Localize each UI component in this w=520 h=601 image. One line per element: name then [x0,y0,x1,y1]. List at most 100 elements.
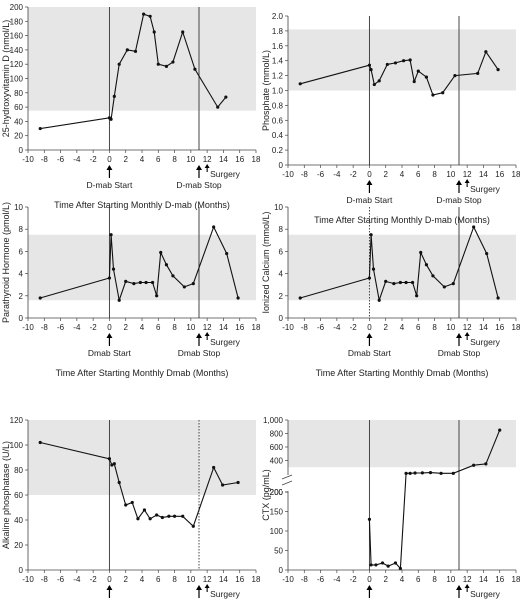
y-tick-label: 150 [270,508,284,517]
annotation-arrowhead [464,332,470,336]
chart-panel-3: -10 -8 -6 -4 -2 0 2 4 6 8 10 12 14 16 18 0 2 4 6 8 10 Dmab St… [1,202,261,378]
data-point [212,465,216,470]
data-point [412,79,416,84]
x-tick-label: -4 [73,323,81,332]
data-point [171,274,175,278]
annotation-label: Surgery [470,589,501,599]
y-axis-label: CTX (pg/mL) [261,469,271,521]
data-point [408,58,412,62]
y-tick-label: 100 [270,527,284,536]
annotation-label: Surgery [470,184,501,194]
data-point [384,279,388,283]
event-arrowhead [196,333,202,338]
event-arrowhead [106,333,113,338]
y-tick-label: 800 [270,430,284,439]
data-point [402,59,406,63]
data-point [193,67,197,71]
data-point [410,280,415,285]
x-tick-label: 4 [140,155,145,164]
y-tick-label: 10 [274,203,283,212]
data-point [298,82,302,86]
x-tick-label: 4 [140,575,145,584]
x-tick-label: -2 [90,155,98,164]
data-point [484,462,488,466]
x-tick-label: 8 [432,170,437,179]
data-point [408,471,412,475]
y-tick-label: 0.6 [272,116,284,125]
data-point [380,561,385,565]
annotation-label: Surgery [470,337,501,347]
y-tick-label: 120 [10,60,24,69]
x-tick-label: 4 [400,575,405,584]
x-tick-label: -2 [90,323,98,332]
x-tick-label: 4 [140,323,145,332]
data-point [496,296,500,300]
y-tick-label: 100 [10,441,24,450]
x-tick-label: -8 [41,323,49,332]
data-point [476,71,480,75]
data-point [439,471,443,475]
chart-panel-4: -10 -8 -6 -4 -2 0 2 4 6 8 10 12 14 16 18 0 2 4 6 8 10 Dmab St… [261,203,520,378]
x-tick-label: -2 [90,575,98,584]
data-point [38,296,42,300]
data-point [109,117,113,121]
y-tick-label: 0 [19,314,24,323]
x-tick-label: -8 [301,323,309,332]
data-point [236,480,240,485]
data-point [182,285,186,289]
reference-range-band [28,234,256,301]
y-tick-label: 2 [19,292,24,301]
x-tick-label: 10 [186,575,195,584]
y-tick-label: 60 [14,103,23,112]
y-tick-label: 0 [279,161,284,170]
y-tick-label: 50 [274,547,283,556]
reference-range-band [28,420,256,495]
axis-break-mark [281,480,293,486]
x-tick-label: 6 [156,155,161,164]
x-tick-label: 18 [512,170,520,179]
x-tick-label: -6 [57,323,65,332]
event-arrowhead [366,333,373,338]
data-point [374,563,378,567]
x-tick-label: -6 [57,575,65,584]
event-arrowhead [366,180,373,185]
x-tick-label: 8 [172,155,177,164]
data-point [109,233,113,237]
x-tick-label: 8 [172,575,177,584]
x-tick-label: 18 [512,575,520,584]
chart-panel-1: -10 -8 -6 -4 -2 0 2 4 6 8 10 12 14 16 1802040608010012… [1,3,261,210]
y-tick-label: 160 [10,32,24,41]
y-tick-label: 8 [19,225,24,234]
x-tick-label: -8 [301,575,309,584]
data-point [392,281,396,286]
event-label: D-mab Start [87,180,133,190]
y-tick-label: 140 [10,46,24,55]
x-tick-label: -10 [282,170,294,179]
data-point [225,252,229,256]
x-tick-label: 14 [479,575,488,584]
data-point [413,471,417,475]
data-point [112,94,116,98]
data-point [367,63,372,67]
data-point [142,508,147,512]
chart-panel-6: -10 -8 -6 -4 -2 0 2 4 6 8 10 12 14 16 1805010015020020… [261,416,520,601]
y-tick-label: 20 [14,541,23,550]
x-tick-label: 2 [383,323,388,332]
annotation-arrowhead [464,179,470,183]
x-tick-label: 8 [432,575,437,584]
data-point [107,276,112,280]
y-tick-label: 1,000 [263,416,284,425]
y-tick-label: 100 [10,75,24,84]
x-axis-label: Time After Starting Monthly Dmab (Months… [56,368,229,378]
event-arrowhead [106,585,113,590]
x-tick-label: 2 [123,575,128,584]
x-axis-label: Time After Starting Monthly D-mab (Month… [54,200,230,210]
x-tick-label: 0 [367,575,372,584]
x-tick-label: 18 [512,323,520,332]
y-tick-label: 180 [10,17,24,26]
annotation-label: Surgery [210,169,241,179]
y-tick-label: 0.4 [272,131,284,140]
x-tick-label: -2 [350,575,358,584]
data-point [404,280,408,285]
x-tick-label: 16 [235,323,244,332]
